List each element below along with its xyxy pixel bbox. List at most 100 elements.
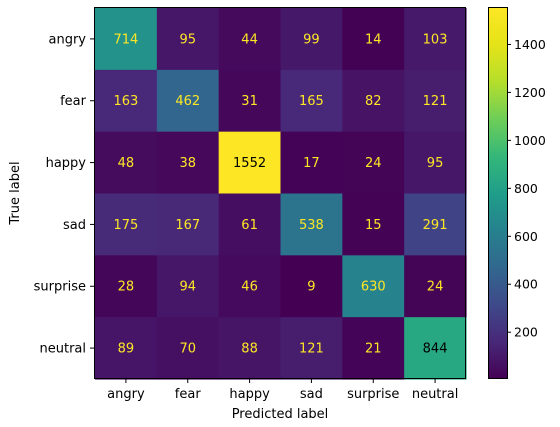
cell-angry-neutral <box>404 8 467 71</box>
cell-fear-happy <box>218 69 282 133</box>
cell-value-label: 538 <box>299 218 324 233</box>
y-axis-ticks: angry fear happy sad surprise neutral <box>34 32 94 357</box>
cell-value-label: 95 <box>427 156 444 171</box>
cell-value-label: 99 <box>303 32 320 47</box>
colorbar <box>488 7 508 379</box>
cell-sad-surprise <box>342 193 405 256</box>
cell-value-label: 15 <box>365 218 382 233</box>
matrix-cell-labels: 714 95 44 99 14 103 163 462 31 165 82 121 48 38 1552 17… <box>114 32 448 356</box>
cell-fear-sad <box>280 69 343 133</box>
cell-value-label: 44 <box>241 32 258 47</box>
cell-surprise-happy <box>218 255 282 318</box>
y-tick-label: fear <box>60 94 87 109</box>
cell-value-label: 14 <box>365 32 382 47</box>
cell-value-label: 121 <box>299 342 324 357</box>
cell-happy-happy <box>218 131 282 195</box>
cell-value-label: 38 <box>179 156 196 171</box>
cell-surprise-neutral <box>404 255 467 318</box>
y-tick-label: neutral <box>40 342 87 357</box>
cell-value-label: 48 <box>118 156 135 171</box>
cell-neutral-neutral <box>404 317 467 380</box>
cell-happy-surprise <box>342 131 405 195</box>
cell-value-label: 1552 <box>233 156 266 171</box>
cell-surprise-angry <box>95 255 158 318</box>
cell-value-label: 163 <box>114 94 139 109</box>
colorbar-tick-label: 800 <box>514 181 538 196</box>
cell-neutral-sad <box>280 317 343 380</box>
cell-value-label: 121 <box>423 94 448 109</box>
cell-neutral-surprise <box>342 317 405 380</box>
cell-value-label: 291 <box>423 218 448 233</box>
matrix-frame <box>94 7 466 379</box>
cell-value-label: 95 <box>179 32 196 47</box>
cell-value-label: 103 <box>423 32 448 47</box>
colorbar-tick-label: 400 <box>514 277 538 292</box>
cell-value-label: 165 <box>299 94 324 109</box>
y-tick-label: sad <box>63 218 86 233</box>
colorbar-tick-label: 1000 <box>514 133 546 148</box>
x-tick-label: surprise <box>347 387 399 402</box>
colorbar-tick-label: 600 <box>514 229 538 244</box>
cell-value-label: 88 <box>241 342 258 357</box>
cell-fear-fear <box>156 69 220 133</box>
cell-surprise-fear <box>156 255 220 318</box>
cell-fear-neutral <box>404 69 467 133</box>
cell-sad-angry <box>95 193 158 256</box>
cell-angry-surprise <box>342 8 405 71</box>
cell-sad-fear <box>156 193 220 256</box>
cell-value-label: 31 <box>241 94 258 109</box>
cell-happy-fear <box>156 131 220 195</box>
cell-happy-angry <box>95 131 158 195</box>
y-tick-label: angry <box>49 32 87 47</box>
cell-sad-happy <box>218 193 282 256</box>
matrix-cells <box>95 8 467 380</box>
cell-value-label: 714 <box>114 32 139 47</box>
cell-value-label: 70 <box>179 342 196 357</box>
colorbar-tick-label: 1200 <box>514 85 546 100</box>
cell-value-label: 46 <box>241 280 258 295</box>
cell-value-label: 844 <box>423 342 448 357</box>
cell-value-label: 61 <box>241 218 258 233</box>
x-axis-ticks: angry fear happy sad surprise neutral <box>107 379 458 402</box>
cell-value-label: 9 <box>307 280 315 295</box>
x-axis-label: Predicted label <box>232 407 329 422</box>
x-tick-label: fear <box>175 387 202 402</box>
cell-neutral-happy <box>218 317 282 380</box>
x-tick-label: sad <box>300 387 323 402</box>
x-tick-label: angry <box>107 387 145 402</box>
cell-angry-fear <box>156 8 220 71</box>
cell-happy-neutral <box>404 131 467 195</box>
cell-angry-happy <box>218 8 282 71</box>
cell-angry-angry <box>95 8 158 71</box>
x-tick-label: happy <box>229 387 270 402</box>
cell-fear-angry <box>95 69 158 133</box>
cell-fear-surprise <box>342 69 405 133</box>
cell-value-label: 28 <box>118 280 135 295</box>
cell-surprise-sad <box>280 255 343 318</box>
cell-value-label: 21 <box>365 342 382 357</box>
colorbar-tick-label: 200 <box>514 325 538 340</box>
y-axis-label: True label <box>8 161 23 225</box>
cell-value-label: 630 <box>361 280 386 295</box>
cell-sad-sad <box>280 193 343 256</box>
cell-sad-neutral <box>404 193 467 256</box>
y-tick-label: surprise <box>34 280 86 295</box>
cell-neutral-fear <box>156 317 220 380</box>
x-tick-label: neutral <box>412 387 459 402</box>
cell-surprise-surprise <box>342 255 405 318</box>
colorbar-tick-label: 1400 <box>514 37 546 52</box>
y-tick-label: happy <box>46 156 87 171</box>
cell-value-label: 89 <box>118 342 135 357</box>
cell-value-label: 167 <box>175 218 200 233</box>
cell-happy-sad <box>280 131 343 195</box>
cell-neutral-angry <box>95 317 158 380</box>
cell-angry-sad <box>280 8 343 71</box>
cell-value-label: 175 <box>114 218 139 233</box>
cell-value-label: 17 <box>303 156 320 171</box>
cell-value-label: 24 <box>427 280 444 295</box>
cell-value-label: 462 <box>175 94 200 109</box>
cell-value-label: 24 <box>365 156 382 171</box>
colorbar-ticks: 200 400 600 800 1000 1200 1400 <box>507 37 546 340</box>
cell-value-label: 82 <box>365 94 382 109</box>
